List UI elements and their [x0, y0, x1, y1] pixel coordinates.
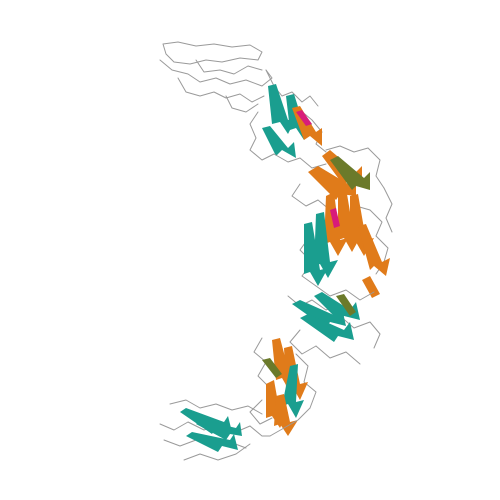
top-domain-coil	[159, 41, 273, 113]
bottom-domain	[159, 399, 271, 461]
central-beta-domain	[291, 145, 393, 301]
lower-middle-domain	[287, 292, 381, 365]
lower-beta-domain	[249, 337, 317, 437]
upper-beta-domain	[249, 69, 327, 169]
